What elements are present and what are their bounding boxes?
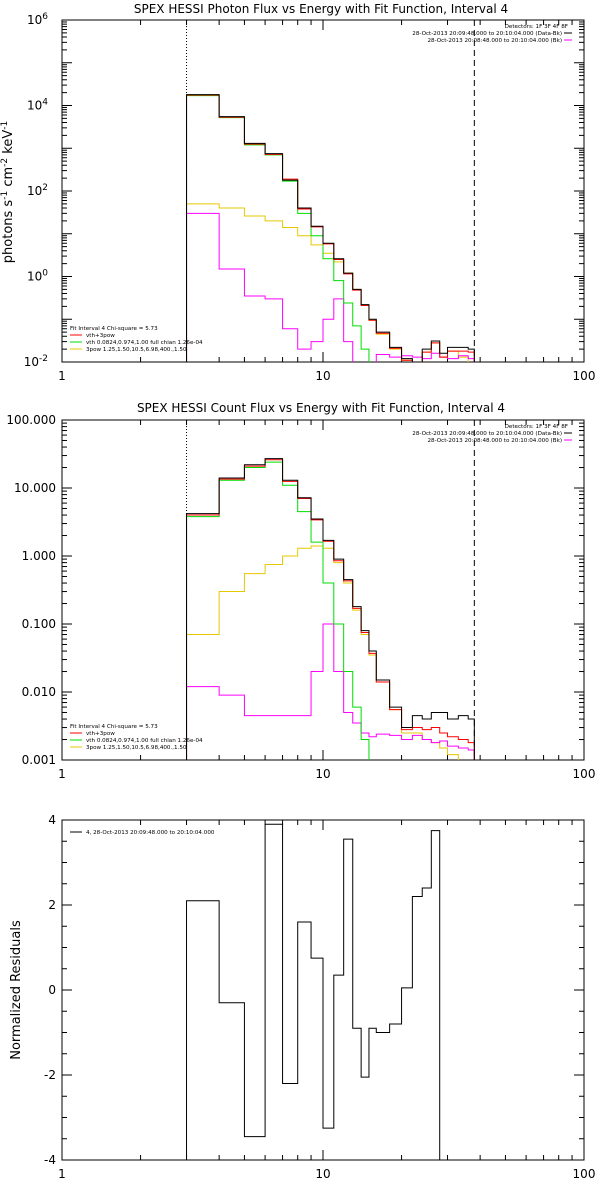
series-power-law [186,545,475,760]
legend-item-power-law: 3pow 1.25,1.50,10.5,6.98,400.,1.50 [86,347,187,353]
legend-item-data: 28-Oct-2013 20:09:48.000 to 20:10:04.000… [412,31,562,37]
x-tick-label: 100 [573,767,596,781]
legend-title: Detectors: 1F 3F 4F 8F [505,24,568,30]
y-tick-label: 1.000 [22,549,56,563]
axis-ticks: 1 10 100 0.001 0.010 0.100 1.000 10.000 100.000 [6,413,595,781]
legend-detectors: Detectors: 1F 3F 4F 8F 28-Oct-2013 20:09… [412,424,572,444]
series-model [186,459,475,760]
y-axis-label: photons s-1 cm-2 keV-1 [0,121,16,263]
legend-fit-title: Fit Interval 4 Chi-square = 5.73 [70,326,158,332]
series-model [186,94,475,362]
legend-fit-title: Fit Interval 4 Chi-square = 5.73 [70,724,158,730]
panel-photon-flux: SPEX HESSI Photon Flux vs Energy with Fi… [0,2,596,383]
series-group [186,94,475,362]
x-tick-label: 10 [315,369,330,383]
chart-title: SPEX HESSI Count Flux vs Energy with Fit… [137,401,505,415]
legend-item-thermal: vth 0.0824,0.974,1.00 full chian 1.26e-0… [86,340,203,346]
legend-item-model: vth+3pow [86,731,115,737]
x-tick-label: 10 [315,1167,330,1181]
y-tick-label: 10-2 [24,354,48,369]
y-tick-label: 104 [27,98,48,113]
y-tick-label: 0.100 [22,617,56,631]
legend-item-data: 28-Oct-2013 20:09:48.000 to 20:10:04.000… [412,431,562,437]
legend-fit: Fit Interval 4 Chi-square = 5.73 vth+3po… [70,326,203,353]
y-tick-label: -4 [44,1153,56,1167]
y-tick-label: 0 [48,983,56,997]
chart-title: SPEX HESSI Photon Flux vs Energy with Fi… [134,2,508,16]
legend-item-model: vth+3pow [86,333,115,339]
x-tick-label: 1 [58,767,66,781]
y-tick-label: 106 [27,12,48,27]
series-background [186,623,475,760]
y-tick-label: -2 [44,1068,56,1082]
y-tick-label: 100 [27,269,48,284]
reference-lines [186,20,475,362]
series-total [186,458,475,760]
legend-item-power-law: 3pow 1.25,1.50,10.5,6.98,400.,1.50 [86,745,187,751]
plot-frame [61,419,585,761]
x-tick-label: 100 [573,1167,596,1181]
series-thermal [186,461,475,760]
legend-item-thermal: vth 0.0824,0.974,1.00 full chian 1.26e-0… [86,738,203,744]
panel-residuals: Normalized Residuals 1 10 100 -4 -2 0 2 4 4, 28… [9,813,595,1181]
plot-frame [61,19,585,363]
x-tick-label: 100 [573,369,596,383]
series-group [186,823,441,1160]
y-tick-label: 4 [48,813,56,827]
legend-title: Detectors: 1F 3F 4F 8F [505,424,568,430]
legend-item-background: 28-Oct-2013 20:08:48.000 to 20:10:04.000… [427,38,562,44]
series-total [186,823,441,1160]
legend-residuals: 4, 28-Oct-2013 20:09:48.000 to 20:10:04.… [70,830,215,836]
reference-lines [186,420,475,760]
y-tick-label: 102 [27,183,48,198]
y-tick-label: 100.000 [6,413,56,427]
y-tick-label: 2 [48,898,56,912]
x-tick-label: 1 [58,369,66,383]
panel-count-flux: SPEX HESSI Count Flux vs Energy with Fit… [6,401,595,781]
series-group [186,458,475,760]
legend-fit: Fit Interval 4 Chi-square = 5.73 vth+3po… [70,724,203,751]
y-tick-label: 0.010 [22,685,56,699]
x-tick-label: 10 [315,767,330,781]
legend-item-residuals: 4, 28-Oct-2013 20:09:48.000 to 20:10:04.… [86,830,215,836]
y-axis-label: Normalized Residuals [9,920,24,1060]
x-tick-label: 1 [58,1167,66,1181]
series-total [186,94,475,362]
legend-detectors: Detectors: 1F 3F 4F 8F 28-Oct-2013 20:09… [412,24,572,44]
y-tick-label: 10.000 [14,481,56,495]
legend-item-background: 28-Oct-2013 20:08:48.000 to 20:10:04.000… [427,438,562,444]
axis-ticks: 1 10 100 -4 -2 0 2 4 [44,813,595,1181]
y-tick-label: 0.001 [22,753,56,767]
